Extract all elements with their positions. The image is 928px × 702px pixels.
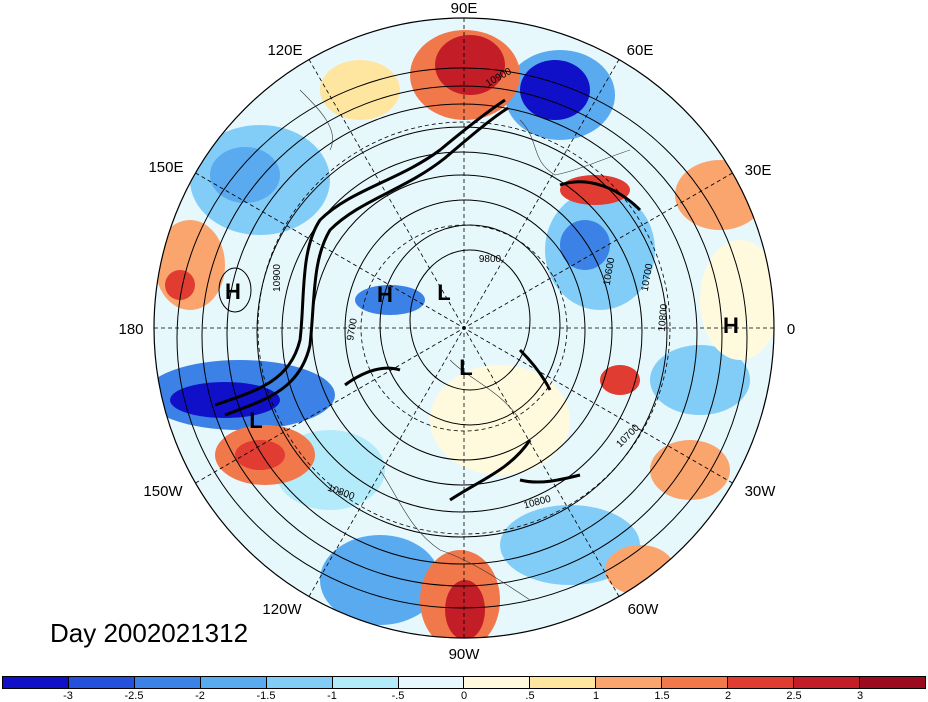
colorbar-swatch	[596, 677, 663, 688]
colorbar-swatch	[332, 677, 399, 688]
height-contours	[176, 67, 748, 609]
colorbar-tick-label: -3	[63, 690, 73, 702]
contour-label: 10900	[272, 264, 283, 292]
lon-label-150e: 150E	[148, 159, 183, 176]
colorbar-tick-label: 3	[856, 690, 864, 702]
lon-label-60e: 60E	[627, 42, 654, 59]
lon-label-120w: 120W	[262, 601, 302, 618]
lon-label-120e: 120E	[267, 42, 302, 59]
colorbar-tick-label: -.5	[391, 690, 405, 702]
high-center-atlantic: H	[723, 313, 739, 338]
colorbar-tick-label: -2	[195, 690, 205, 702]
colorbar-swatch	[859, 677, 925, 688]
colorbar-swatch	[200, 677, 267, 688]
low-center-arctic: L	[437, 280, 450, 305]
colorbar-tick-label: -1	[327, 690, 337, 702]
map-title: Day 2002021312	[50, 618, 249, 648]
colorbar	[2, 676, 926, 689]
colorbar-swatch	[728, 677, 795, 688]
lon-label-60w: 60W	[628, 601, 660, 618]
colorbar-tick-label: -1.5	[256, 690, 276, 702]
contour-label: 10800	[657, 303, 670, 332]
colorbar-swatch	[794, 677, 860, 688]
colorbar-tick-label: 0	[460, 690, 468, 702]
lon-label-30e: 30E	[745, 162, 772, 179]
graticule	[154, 18, 774, 638]
map-border	[153, 17, 775, 639]
colorbar-swatch	[68, 677, 135, 688]
lon-label-30w: 30W	[745, 483, 777, 500]
contour-labels: 10900 10900 9800 9700 10700 10800 10700 …	[272, 66, 670, 512]
colorbar-swatch	[662, 677, 729, 688]
colorbar-tick-label: 1	[592, 690, 600, 702]
lon-label-90w: 90W	[449, 646, 481, 663]
anomaly-field	[154, 18, 774, 638]
contour-label: 9700	[345, 317, 360, 341]
lon-label-180: 180	[118, 321, 143, 338]
colorbar-swatch	[3, 677, 69, 688]
lon-label-0: 0	[787, 321, 795, 338]
lon-label-150w: 150W	[143, 483, 183, 500]
colorbar-swatch	[530, 677, 597, 688]
colorbar-swatch	[134, 677, 201, 688]
low-center-canada: L	[459, 355, 472, 380]
contour-label: 9800	[479, 254, 502, 265]
jet-contours	[214, 98, 642, 502]
contour-label: 10700	[640, 262, 656, 292]
high-center-siberia: H	[377, 282, 393, 307]
longitude-labels: 90E 60E 30E 0 30W 60W 90W 120W 150W 180 …	[118, 0, 795, 663]
coastlines	[299, 89, 631, 601]
pressure-centers: H H L L L H	[225, 279, 739, 433]
colorbar-tick-label: 2	[724, 690, 732, 702]
colorbar-swatch	[266, 677, 333, 688]
lon-label-90e: 90E	[451, 0, 478, 17]
low-center-gulf-alaska: L	[249, 408, 262, 433]
colorbar-swatch	[464, 677, 531, 688]
colorbar-tick-label: 1.5	[654, 690, 670, 702]
colorbar-tick-label: .5	[525, 690, 535, 702]
colorbar-tick-label: -2.5	[124, 690, 144, 702]
colorbar-tick-label: 2.5	[786, 690, 802, 702]
contour-label: 10600	[602, 256, 618, 286]
colorbar-swatch	[398, 677, 465, 688]
high-center-pacific: H	[225, 279, 241, 304]
